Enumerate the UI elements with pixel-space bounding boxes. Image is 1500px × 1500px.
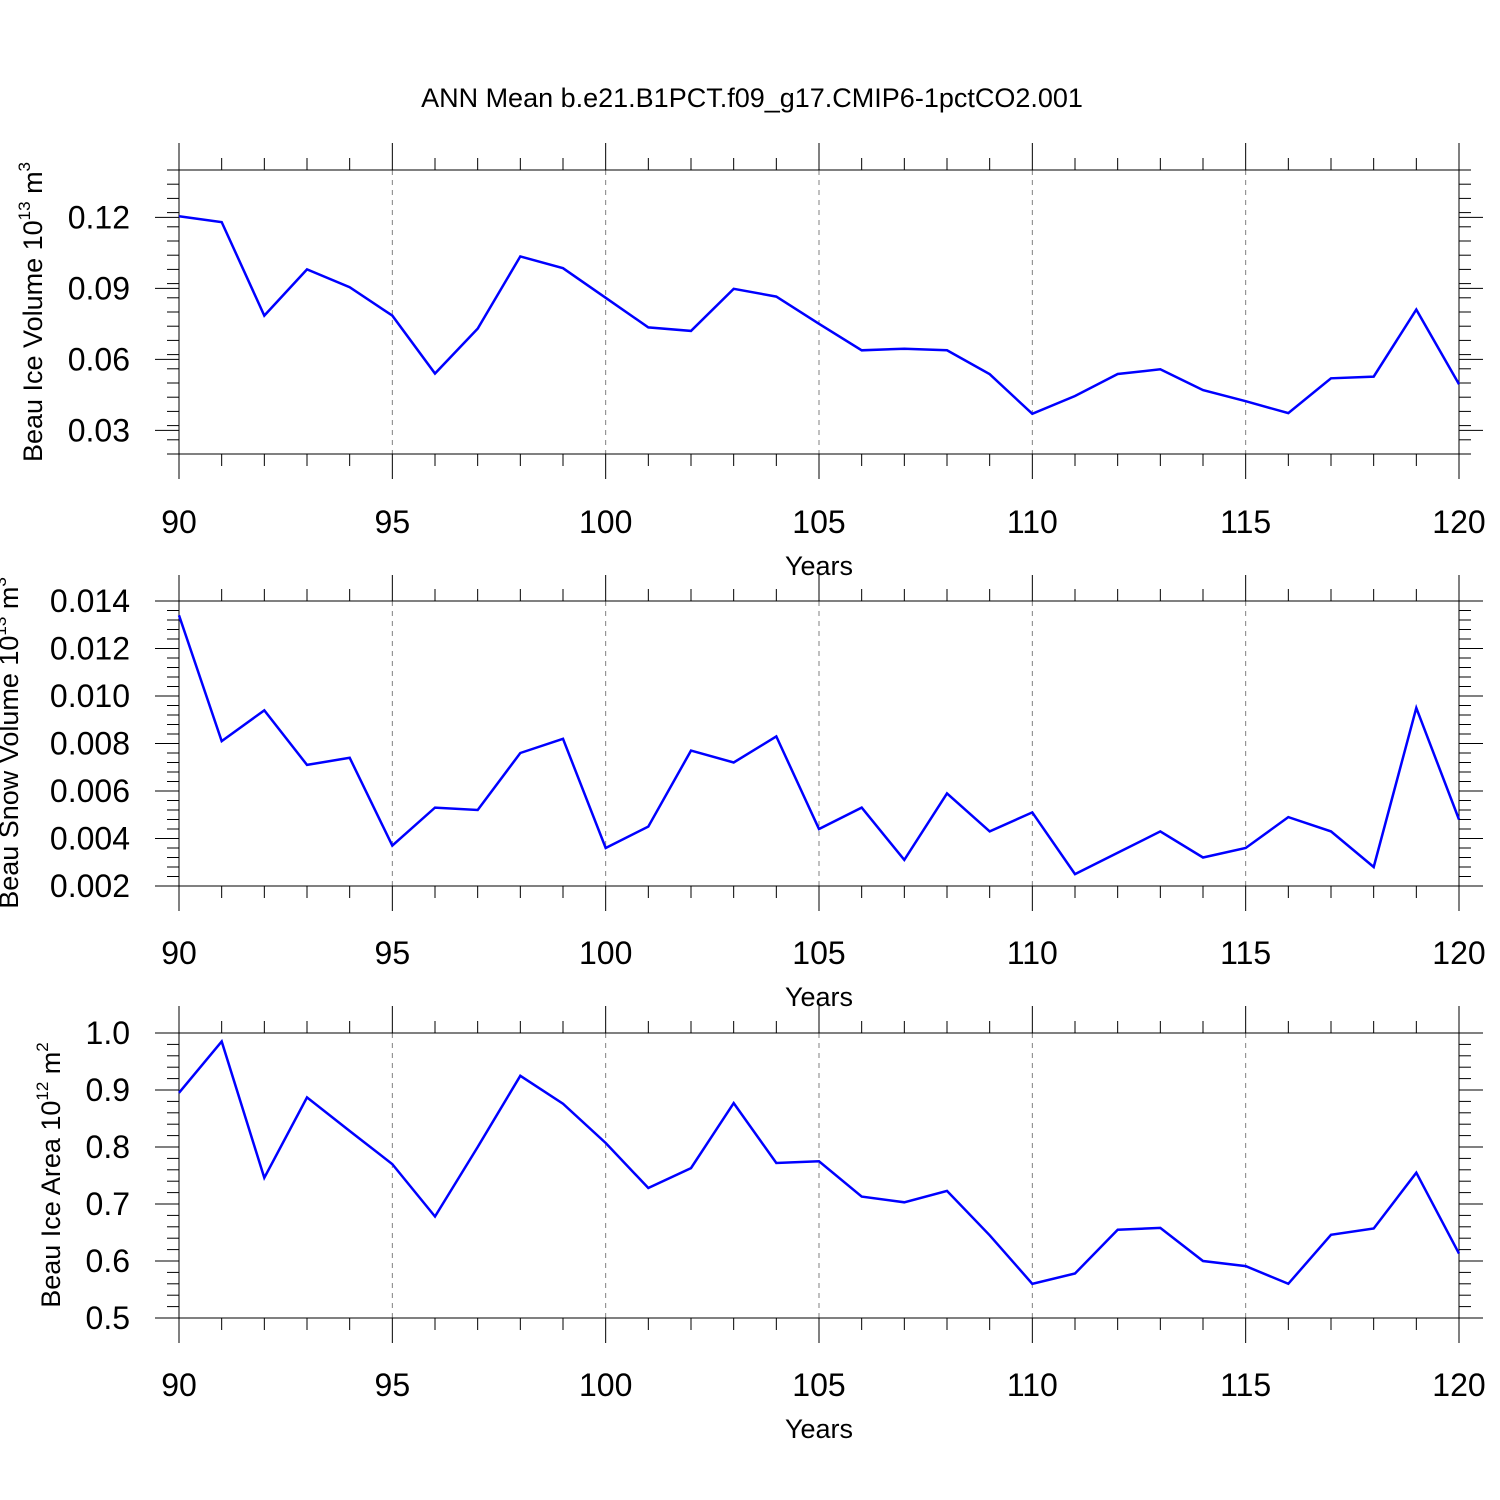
panel-3: 90 95 100 105 110 115 120 0.5 0.6 0.7 0.8 0.9 1.0 Yea… [33,1006,1486,1444]
series-line [177,614,1461,876]
y-tick-label: 0.006 [50,773,130,809]
series-line [178,1038,1461,1286]
y-tick-label: 0.010 [50,678,130,714]
y-axis-title: Beau Ice Volume 1013 m3 [15,162,48,462]
y-tick-label: 0.12 [68,199,130,235]
y-tick-label: 0.09 [68,270,130,306]
x-tick-label: 95 [375,935,411,971]
x-tick-label: 100 [579,935,632,971]
x-tick-label: 100 [579,1367,632,1403]
y-tick-label: 0.014 [50,583,130,619]
y-tick-label: 0.002 [50,868,130,904]
x-tick-label: 120 [1432,1367,1485,1403]
y-tick-label: 0.008 [50,726,130,762]
x-tick-label: 120 [1432,504,1485,540]
x-tick-label: 105 [792,1367,845,1403]
x-tick-label: 115 [1220,1367,1271,1403]
y-tick-label: 0.5 [86,1300,130,1336]
y-axis-title: Beau Snow Volume 1013 m3 [0,577,24,909]
y-tick-label: 1.0 [86,1015,130,1051]
chart-title: ANN Mean b.e21.B1PCT.f09_g17.CMIP6-1pctC… [421,83,1083,113]
x-tick-label: 90 [161,935,197,971]
x-tick-label: 105 [792,935,845,971]
x-tick-label: 90 [161,1367,197,1403]
y-tick-label: 0.004 [50,821,130,857]
x-tick-label: 90 [161,504,197,540]
x-tick-label: 95 [375,504,411,540]
y-tick-label: 0.06 [68,341,130,377]
y-tick-label: 0.9 [86,1072,130,1108]
x-tick-label: 95 [375,1367,411,1403]
x-tick-label: 105 [792,504,845,540]
y-tick-label: 0.03 [68,412,130,448]
x-tick-label: 120 [1432,935,1485,971]
panels: 90 95 100 105 110 115 120 0.03 0.06 0.09 0.12 Years… [0,143,1486,1444]
y-tick-label: 0.6 [86,1243,130,1279]
y-tick-label: 0.7 [86,1186,130,1222]
x-tick-label: 115 [1220,935,1271,971]
x-axis-title: Years [785,1414,853,1444]
y-tick-label: 0.8 [86,1129,130,1165]
y-axis-title: Beau Ice Area 1012 m2 [33,1042,66,1308]
panel-1: 90 95 100 105 110 115 1200.030.060.090.12Years… [15,143,1486,581]
panel-2: 90 95 100 105 110 115 120 0.002 0.004 0.006 0.008 0… [0,575,1486,1012]
x-tick-label: 100 [579,504,632,540]
series-line [178,214,1461,416]
x-tick-label: 110 [1007,504,1058,540]
x-tick-label: 110 [1007,935,1058,971]
x-tick-label: 115 [1220,504,1271,540]
x-tick-label: 110 [1007,1367,1058,1403]
y-tick-label: 0.012 [50,631,130,667]
